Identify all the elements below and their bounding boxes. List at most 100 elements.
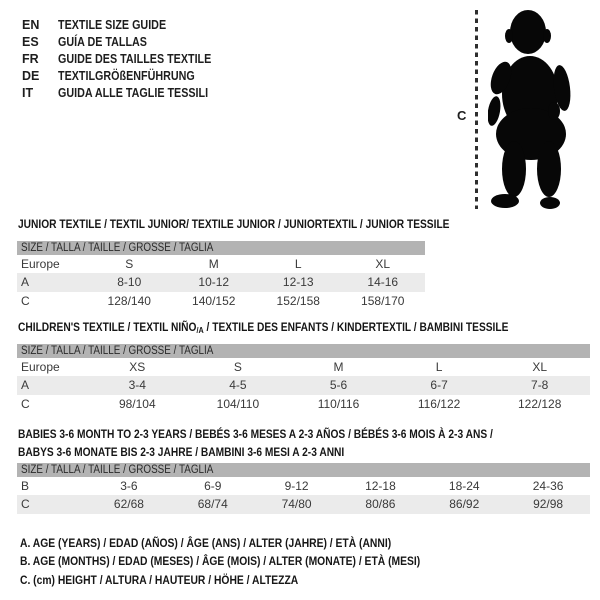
language-row-fr: FR GUIDE DES TAILLES TEXTILE	[22, 50, 236, 67]
months-cell: 6-9	[204, 479, 222, 494]
age-cell: 10-12	[198, 275, 230, 290]
height-cell: 128/140	[107, 293, 151, 308]
guide-title-de: TEXTILGRÖßENFÜHRUNG	[58, 69, 195, 84]
height-cell: 152/158	[276, 293, 320, 308]
height-measure-dashed-line	[475, 10, 478, 209]
language-code: ES	[22, 34, 39, 49]
size-cell: L	[294, 257, 302, 272]
children-title-part1: CHILDREN'S TEXTILE / TEXTIL NIÑO	[18, 320, 197, 334]
size-cell: S	[233, 360, 242, 375]
toddler-silhouette-icon	[488, 10, 571, 209]
age-cell: 5-6	[329, 378, 348, 393]
children-size-table: SIZE / TALLA / TAILLE / GRÖSSE / TAGLIA …	[17, 344, 590, 413]
table-row-height: C 62/68 68/74 74/80 80/86 86/92 92/98	[17, 495, 590, 514]
language-row-es: ES GUÍA DE TALLAS	[22, 33, 236, 50]
height-cell: 62/68	[113, 497, 144, 512]
height-cell: 74/80	[281, 497, 312, 512]
age-cell: 4-5	[229, 378, 247, 393]
row-label: C	[21, 396, 30, 411]
height-cell: 140/152	[192, 293, 236, 308]
size-cell: S	[125, 257, 134, 272]
size-cell: L	[435, 360, 443, 375]
size-header-label: SIZE / TALLA / TAILLE / GRÖSSE / TAGLIA	[21, 242, 214, 254]
babies-size-table: SIZE / TALLA / TAILLE / GRÖSSE / TAGLIA …	[17, 463, 590, 514]
size-cell: XS	[129, 360, 146, 375]
row-label: Europe	[21, 257, 60, 272]
size-header-band: SIZE / TALLA / TAILLE / GRÖSSE / TAGLIA	[17, 463, 590, 477]
guide-title-it: GUIDA ALLE TAGLIE TESSILI	[58, 86, 209, 101]
size-cell: XL	[375, 257, 391, 272]
size-header-label: SIZE / TALLA / TAILLE / GRÖSSE / TAGLIA	[21, 464, 214, 476]
age-cell: 3-4	[128, 378, 146, 393]
row-label: A	[21, 378, 30, 393]
children-title-subscript: /A	[196, 325, 204, 335]
size-cell: M	[333, 360, 344, 375]
age-cell: 8-10	[117, 275, 142, 290]
language-code: FR	[22, 51, 39, 66]
legend-footnotes: A. AGE (YEARS) / EDAD (AÑOS) / ÂGE (ANS)…	[20, 534, 485, 590]
height-cell: 158/170	[361, 293, 405, 308]
table-row-age: A 8-10 10-12 12-13 14-16	[17, 273, 425, 292]
language-title-list: EN TEXTILE SIZE GUIDE ES GUÍA DE TALLAS …	[22, 16, 236, 102]
height-cell: 68/74	[197, 497, 228, 512]
babies-title-line2: BABYS 3-6 MONATE BIS 2-3 JAHRE / BAMBINI…	[18, 445, 345, 459]
months-cell: 3-6	[120, 479, 138, 494]
row-label: A	[21, 275, 30, 290]
language-code: IT	[22, 86, 34, 101]
height-cell: 98/104	[118, 396, 156, 411]
size-header-band: SIZE / TALLA / TAILLE / GRÖSSE / TAGLIA	[17, 241, 425, 255]
guide-title-en: TEXTILE SIZE GUIDE	[58, 17, 167, 32]
row-label: B	[21, 479, 30, 494]
row-label: Europe	[21, 360, 60, 375]
months-cell: 9-12	[284, 479, 309, 494]
age-cell: 7-8	[531, 378, 549, 393]
size-cell: M	[208, 257, 219, 272]
table-row-months: B 3-6 6-9 9-12 12-18 18-24 24-36	[17, 477, 590, 495]
age-cell: 14-16	[367, 275, 399, 290]
table-row-height: C 128/140 140/152 152/158 158/170	[17, 292, 425, 310]
guide-title-fr: GUIDE DES TAILLES TEXTILE	[58, 51, 212, 66]
footnote-text: B. AGE (MONTHS) / EDAD (MESES) / ÂGE (MO…	[20, 554, 421, 569]
babies-table-title: BABIES 3-6 MONTH TO 2-3 YEARS / BEBÉS 3-…	[18, 425, 493, 461]
children-table-title: CHILDREN'S TEXTILE / TEXTIL NIÑO/A / TEX…	[18, 320, 508, 337]
table-row-height: C 98/104 104/110 110/116 116/122 122/128	[17, 395, 590, 413]
toddler-height-figure: C	[455, 8, 600, 214]
row-label: C	[21, 497, 30, 512]
language-code: EN	[22, 17, 40, 32]
language-row-en: EN TEXTILE SIZE GUIDE	[22, 16, 236, 33]
footnote-text: A. AGE (YEARS) / EDAD (AÑOS) / ÂGE (ANS)…	[20, 535, 392, 550]
language-code: DE	[22, 69, 40, 84]
height-cell: 86/92	[449, 497, 480, 512]
junior-table-title: JUNIOR TEXTILE / TEXTIL JUNIOR/ TEXTILE …	[18, 217, 450, 231]
language-row-de: DE TEXTILGRÖßENFÜHRUNG	[22, 68, 236, 85]
height-measure-label: C	[457, 108, 467, 123]
months-cell: 18-24	[448, 479, 480, 494]
table-row-europe: Europe XS S M L XL	[17, 358, 590, 376]
size-header-label: SIZE / TALLA / TAILLE / GRÖSSE / TAGLIA	[21, 345, 214, 357]
footnote-text: C. (cm) HEIGHT / ALTURA / HAUTEUR / HÖHE…	[20, 572, 299, 587]
height-cell: 104/110	[216, 396, 260, 411]
footnote-age-years: A. AGE (YEARS) / EDAD (AÑOS) / ÂGE (ANS)…	[20, 534, 485, 553]
guide-title-es: GUÍA DE TALLAS	[58, 34, 147, 49]
age-cell: 12-13	[282, 275, 314, 290]
size-cell: XL	[532, 360, 548, 375]
children-title-part2: / TEXTILE DES ENFANTS / KINDERTEXTIL / B…	[203, 320, 509, 334]
table-row-age: A 3-4 4-5 5-6 6-7 7-8	[17, 376, 590, 395]
height-cell: 80/86	[365, 497, 396, 512]
age-cell: 6-7	[430, 378, 448, 393]
height-cell: 92/98	[533, 497, 564, 512]
size-header-band: SIZE / TALLA / TAILLE / GRÖSSE / TAGLIA	[17, 344, 590, 358]
height-cell: 110/116	[317, 396, 360, 411]
footnote-height-cm: C. (cm) HEIGHT / ALTURA / HAUTEUR / HÖHE…	[20, 571, 485, 590]
height-cell: 116/122	[417, 396, 461, 411]
language-row-it: IT GUIDA ALLE TAGLIE TESSILI	[22, 85, 236, 102]
months-cell: 12-18	[365, 479, 396, 494]
footnote-age-months: B. AGE (MONTHS) / EDAD (MESES) / ÂGE (MO…	[20, 552, 485, 571]
table-row-europe: Europe S M L XL	[17, 255, 425, 273]
height-cell: 122/128	[517, 396, 562, 411]
row-label: C	[21, 293, 30, 308]
junior-size-table: SIZE / TALLA / TAILLE / GRÖSSE / TAGLIA …	[17, 241, 425, 310]
months-cell: 24-36	[532, 479, 564, 494]
babies-title-line1: BABIES 3-6 MONTH TO 2-3 YEARS / BEBÉS 3-…	[18, 427, 493, 441]
